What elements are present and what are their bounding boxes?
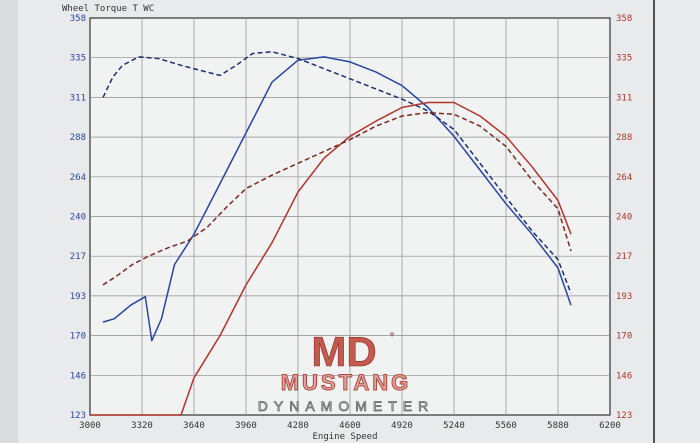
y-tick-label-right: 288: [616, 133, 632, 143]
x-tick-label: 3640: [183, 421, 205, 431]
x-tick-label: 5880: [547, 421, 569, 431]
y-tick-label-left: 170: [70, 332, 86, 342]
y-tick-label-left: 217: [70, 252, 86, 262]
x-tick-label: 3000: [79, 421, 101, 431]
y-tick-label-right: 311: [616, 93, 632, 103]
x-axis-label: Engine Speed: [312, 432, 377, 442]
y-tick-label-left: 358: [70, 14, 86, 24]
logo-registered: ®: [390, 331, 395, 339]
y-tick-label-right: 335: [616, 54, 632, 64]
mustang-dynamometer-logo: MD ® MUSTANG DYNAMOMETER: [257, 328, 434, 415]
y-tick-label-right: 264: [616, 173, 632, 183]
chart-series-layer: [90, 51, 572, 416]
y-tick-label-left: 123: [70, 411, 86, 421]
series-line-3: [90, 101, 572, 416]
y-tick-label-left: 264: [70, 173, 86, 183]
x-tick-label: 5240: [443, 421, 465, 431]
y-tick-label-left: 288: [70, 133, 86, 143]
y-tick-label-left: 240: [70, 213, 86, 223]
y-tick-label-left: 311: [70, 93, 86, 103]
y-tick-label-right: 193: [616, 292, 632, 302]
series-line-2: [102, 51, 572, 294]
y-tick-label-right: 146: [616, 371, 632, 381]
y-tick-label-right: 358: [616, 14, 632, 24]
x-tick-label: 3960: [235, 421, 257, 431]
paper-left-shadow: [0, 0, 18, 443]
chart-tick-labels: 3000 3320 3640 3960 4280 4600 4920 5240 5560 5880…: [70, 14, 633, 431]
x-tick-label: 6200: [599, 421, 621, 431]
y-tick-label-right: 123: [616, 411, 632, 421]
y-tick-label-left: 335: [70, 54, 86, 64]
x-tick-label: 4280: [287, 421, 309, 431]
logo-subtitle: DYNAMOMETER: [258, 398, 434, 414]
x-tick-label: 4600: [339, 421, 361, 431]
logo-mark: MD: [311, 328, 376, 375]
chart-title: Wheel Torque T WC: [62, 4, 154, 14]
y-tick-label-right: 217: [616, 252, 632, 262]
chart-grid: [89, 17, 611, 416]
y-tick-label-right: 240: [616, 213, 632, 223]
x-tick-label: 3320: [131, 421, 153, 431]
y-tick-label-left: 146: [70, 371, 86, 381]
x-tick-label: 5560: [495, 421, 517, 431]
y-tick-label-right: 170: [616, 332, 632, 342]
series-line-1: [102, 56, 572, 342]
x-tick-label: 4920: [391, 421, 413, 431]
series-line-4: [102, 111, 572, 286]
y-tick-label-left: 193: [70, 292, 86, 302]
logo-name: MUSTANG: [281, 370, 412, 395]
